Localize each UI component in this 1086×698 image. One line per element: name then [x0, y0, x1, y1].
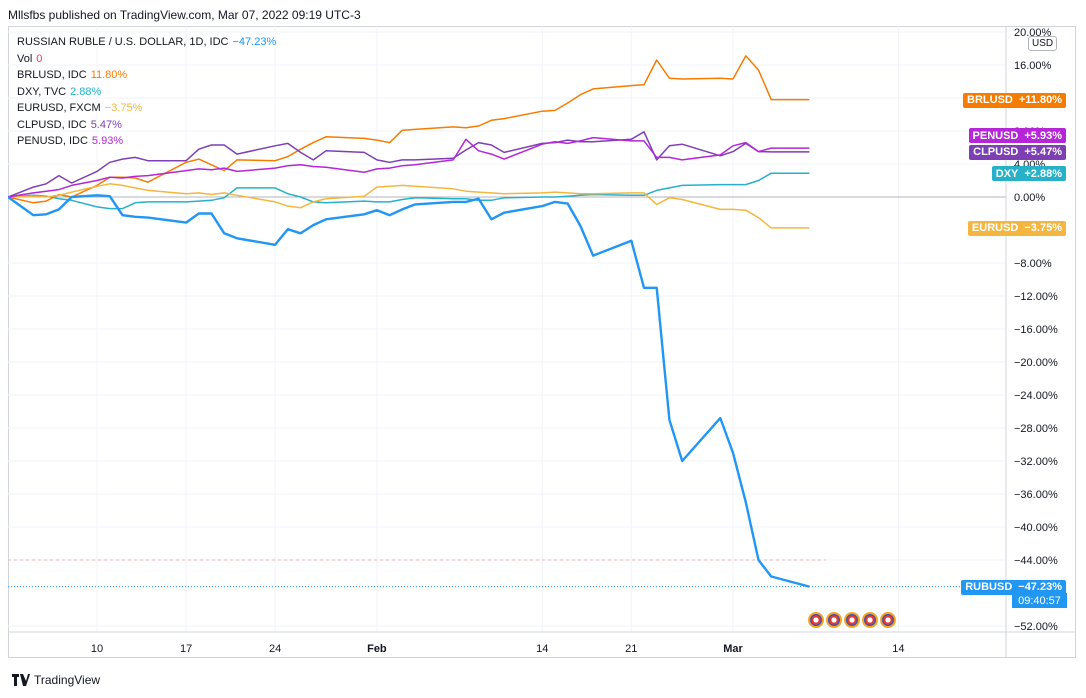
x-tick-label: 10 [91, 643, 103, 655]
series-line-russian-ruble-u-s-dollar[interactable] [8, 194, 810, 588]
us-flag-icon[interactable] [844, 612, 860, 628]
y-tick-label: −40.00% [1014, 522, 1058, 534]
legend-label: RUSSIAN RUBLE / U.S. DOLLAR, 1D, IDC [17, 36, 229, 48]
y-tick-label: −44.00% [1014, 555, 1058, 567]
tradingview-logo-icon [12, 674, 30, 686]
price-tag-name: PENUSD [972, 129, 1019, 142]
price-tag-eurusd[interactable]: EURUSD −3.75% [967, 220, 1066, 236]
y-tick-label: −28.00% [1014, 423, 1058, 435]
rub-countdown-badge: 09:40:57 [1012, 593, 1067, 608]
legend-value: 11.80% [90, 69, 128, 81]
x-tick-label: 14 [536, 643, 548, 655]
us-flag-icon[interactable] [880, 612, 896, 628]
price-tag-dxy[interactable]: DXY +2.88% [991, 166, 1066, 182]
price-tag-brlusd[interactable]: BRLUSD +11.80% [963, 92, 1066, 108]
price-tag-clpusd[interactable]: CLPUSD +5.47% [969, 144, 1066, 160]
y-tick-label: −36.00% [1014, 489, 1058, 501]
y-tick-label: −52.00% [1014, 621, 1058, 633]
x-tick-label: Mar [723, 643, 743, 655]
series-line-eurusd[interactable] [8, 183, 810, 229]
legend-label: PENUSD, IDC [17, 135, 88, 147]
price-tag-name: BRLUSD [967, 94, 1013, 107]
legend-label: Vol [17, 52, 33, 65]
price-tag-value: +5.47% [1024, 146, 1062, 159]
price-tag-value: +5.93% [1024, 129, 1062, 142]
price-tag-value: +11.80% [1018, 94, 1062, 107]
y-tick-label: −12.00% [1014, 291, 1058, 303]
x-tick-label: Feb [367, 643, 387, 655]
legend-value: 2.88% [70, 85, 102, 98]
price-tag-value: −47.23% [1018, 581, 1062, 594]
legend-row[interactable]: DXY, TVC 2.88% [17, 84, 276, 101]
legend-label: CLPUSD, IDC [17, 118, 87, 131]
us-flag-icon[interactable] [808, 612, 824, 628]
x-tick-label: 14 [892, 643, 904, 655]
price-tag-penusd[interactable]: PENUSD +5.93% [968, 128, 1066, 144]
legend-label: BRLUSD, IDC [17, 69, 87, 81]
legend-row[interactable]: CLPUSD, IDC 5.47% [17, 117, 276, 134]
us-flag-icon[interactable] [826, 612, 842, 628]
price-tag-name: RUBUSD [965, 581, 1013, 594]
x-tick-label: 17 [180, 643, 192, 655]
legend-value: 5.47% [90, 118, 122, 131]
y-tick-label: −32.00% [1014, 456, 1058, 468]
legend-row[interactable]: BRLUSD, IDC 11.80% [17, 67, 276, 84]
chart-area[interactable]: 20.00%16.00%12.00%8.00%4.00%0.00%−8.00%−… [8, 26, 1076, 658]
series-line-penusd[interactable] [8, 136, 810, 198]
y-tick-label: −16.00% [1014, 324, 1058, 336]
price-tag-name: CLPUSD [973, 146, 1019, 159]
series-line-dxy[interactable] [8, 172, 810, 210]
tradingview-brand: TradingView [34, 673, 101, 687]
price-tag-name: DXY [995, 167, 1019, 180]
legend-value: −47.23% [232, 36, 277, 48]
legend-label: EURUSD, FXCM [17, 102, 101, 114]
legend-label: DXY, TVC [17, 85, 67, 98]
us-flag-icon[interactable] [862, 612, 878, 628]
tradingview-footer[interactable]: TradingView [12, 673, 100, 687]
publisher-line: Mllsfbs published on TradingView.com, Ma… [8, 8, 361, 22]
x-tick-label: 21 [625, 643, 637, 655]
legend-row[interactable]: EURUSD, FXCM −3.75% [17, 100, 276, 117]
y-tick-label: 0.00% [1014, 192, 1045, 204]
y-tick-label: 16.00% [1014, 60, 1052, 72]
price-tag-rubusd[interactable]: RUBUSD −47.23% [961, 579, 1066, 595]
events-flags[interactable] [808, 612, 898, 628]
x-tick-label: 24 [269, 643, 281, 655]
price-tag-value: −3.75% [1024, 222, 1062, 235]
y-tick-label: −24.00% [1014, 390, 1058, 402]
price-tag-value: +2.88% [1024, 167, 1062, 180]
legend-value: 5.93% [91, 135, 124, 147]
legend-row[interactable]: PENUSD, IDC 5.93% [17, 133, 276, 150]
currency-badge[interactable]: USD [1028, 36, 1058, 51]
legend-value: 0 [36, 52, 43, 65]
chart-legend: RUSSIAN RUBLE / U.S. DOLLAR, 1D, IDC −47.… [17, 34, 276, 150]
legend-value: −3.75% [104, 102, 143, 114]
y-tick-label: −8.00% [1014, 258, 1052, 270]
y-tick-label: −20.00% [1014, 357, 1058, 369]
legend-row[interactable]: Vol 0 [17, 51, 276, 68]
legend-row[interactable]: RUSSIAN RUBLE / U.S. DOLLAR, 1D, IDC −47.… [17, 34, 276, 51]
price-tag-name: EURUSD [971, 222, 1019, 235]
series-line-clpusd[interactable] [8, 131, 810, 198]
